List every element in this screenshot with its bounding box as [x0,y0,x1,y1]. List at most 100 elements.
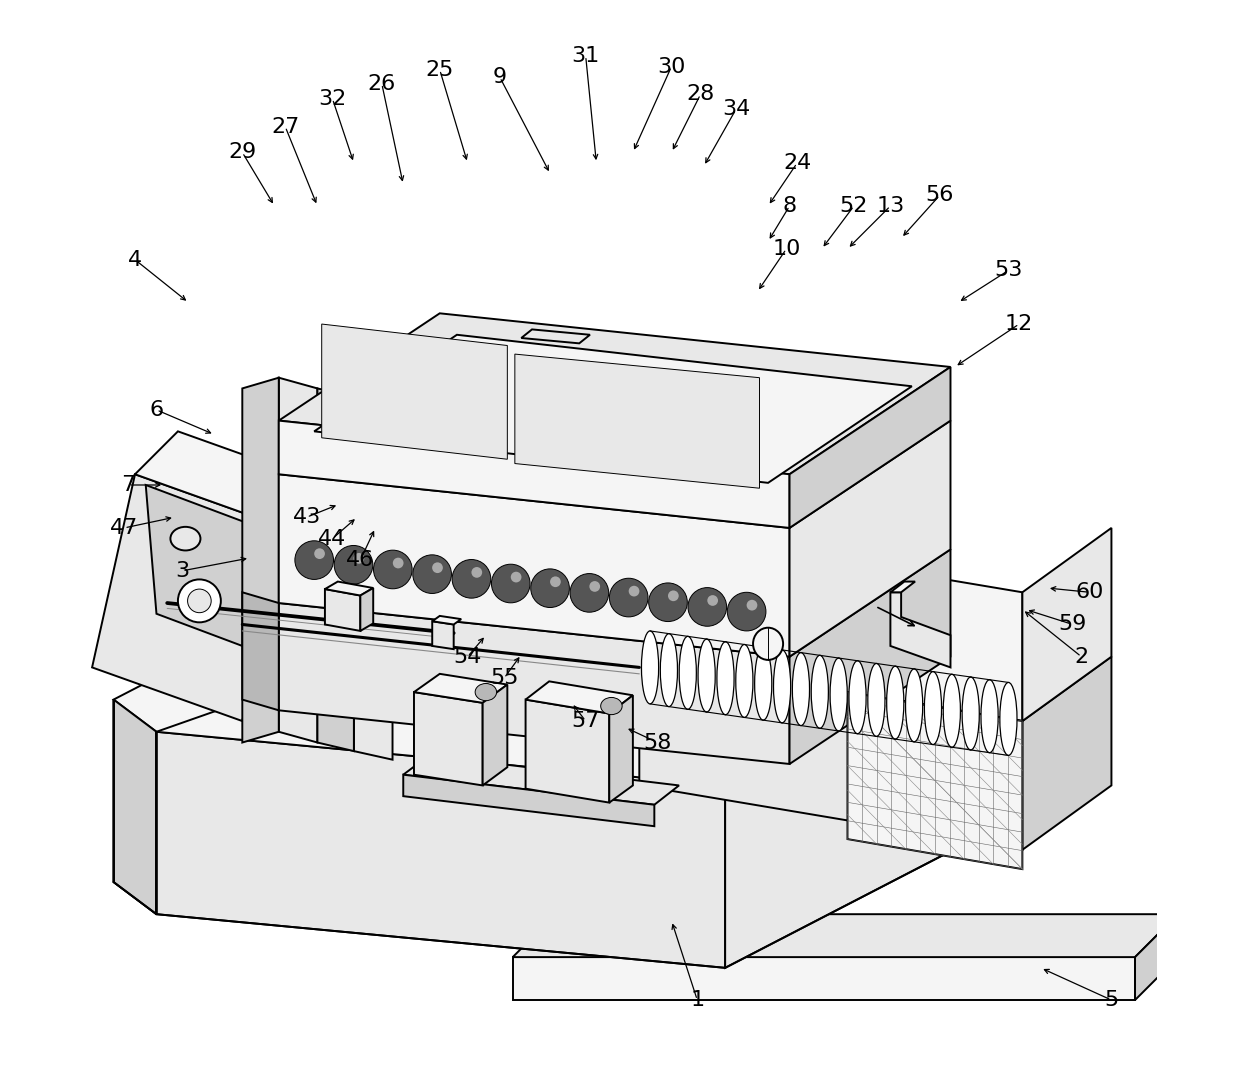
Polygon shape [414,692,482,785]
Polygon shape [135,431,329,528]
Ellipse shape [849,661,866,734]
Circle shape [551,576,560,587]
Circle shape [335,545,373,584]
Polygon shape [114,700,156,914]
Polygon shape [526,700,609,803]
Ellipse shape [600,697,622,715]
Polygon shape [725,624,1037,968]
Text: 9: 9 [492,68,507,87]
Text: 44: 44 [319,529,346,548]
Ellipse shape [962,677,980,750]
Circle shape [570,574,609,613]
Polygon shape [414,674,507,703]
Text: 1: 1 [691,990,704,1010]
Polygon shape [403,755,680,805]
Ellipse shape [641,631,658,704]
Ellipse shape [905,668,923,741]
Polygon shape [1022,657,1111,850]
Polygon shape [279,313,951,474]
Text: 54: 54 [454,647,482,666]
Polygon shape [403,775,655,826]
Ellipse shape [811,656,828,729]
Text: 32: 32 [319,89,346,108]
Ellipse shape [187,589,211,613]
Text: 57: 57 [572,711,600,731]
Polygon shape [521,329,590,343]
Circle shape [471,567,482,577]
Polygon shape [847,692,1022,869]
Polygon shape [1135,914,1178,1000]
Text: 56: 56 [925,186,954,205]
Polygon shape [279,378,317,743]
Text: 26: 26 [368,74,396,93]
Polygon shape [114,700,156,914]
Ellipse shape [924,672,941,745]
Polygon shape [890,582,915,592]
Text: 2: 2 [1074,647,1089,666]
Ellipse shape [661,634,677,707]
Circle shape [353,553,365,563]
Polygon shape [640,528,1022,721]
Text: 31: 31 [572,46,600,65]
Text: 4: 4 [128,250,143,269]
Ellipse shape [792,652,810,725]
Polygon shape [1022,528,1111,721]
Circle shape [393,558,403,569]
Ellipse shape [868,663,885,736]
Polygon shape [321,324,507,459]
Ellipse shape [999,682,1017,755]
Text: 7: 7 [122,475,135,495]
Polygon shape [515,354,759,488]
Polygon shape [482,685,507,785]
Polygon shape [790,421,951,657]
Circle shape [707,596,718,606]
Polygon shape [114,539,1037,785]
Circle shape [432,562,443,573]
Text: 60: 60 [1076,583,1104,602]
Polygon shape [512,914,1178,957]
Circle shape [688,588,727,627]
Text: 29: 29 [228,143,257,162]
Polygon shape [790,367,951,528]
Text: 30: 30 [657,57,686,76]
Ellipse shape [735,645,753,718]
Circle shape [453,559,491,598]
Polygon shape [512,957,1135,1000]
Ellipse shape [753,628,784,660]
Polygon shape [790,549,951,764]
Circle shape [589,582,600,592]
Text: 25: 25 [425,60,454,79]
Circle shape [668,590,678,601]
Polygon shape [325,582,373,596]
Polygon shape [314,335,911,483]
Polygon shape [317,388,353,751]
Text: 55: 55 [490,668,518,688]
Text: 46: 46 [346,550,374,570]
Circle shape [413,555,451,593]
Text: 28: 28 [687,85,714,104]
Ellipse shape [887,666,904,739]
Text: 47: 47 [110,518,139,538]
Polygon shape [433,621,454,649]
Circle shape [511,572,522,583]
Polygon shape [433,616,461,624]
Ellipse shape [717,642,734,715]
Circle shape [314,548,325,559]
Polygon shape [609,695,632,803]
Circle shape [649,583,687,621]
Polygon shape [353,397,393,760]
Polygon shape [279,603,790,764]
Text: 12: 12 [1006,314,1033,334]
Ellipse shape [755,647,771,720]
Ellipse shape [944,674,961,747]
Circle shape [491,564,529,603]
Ellipse shape [475,684,496,701]
Ellipse shape [698,640,715,712]
Circle shape [746,600,758,611]
Polygon shape [242,592,279,710]
Text: 27: 27 [272,117,299,136]
Circle shape [531,569,569,607]
Polygon shape [526,681,632,714]
Text: 59: 59 [1059,615,1087,634]
Text: 52: 52 [839,196,868,216]
